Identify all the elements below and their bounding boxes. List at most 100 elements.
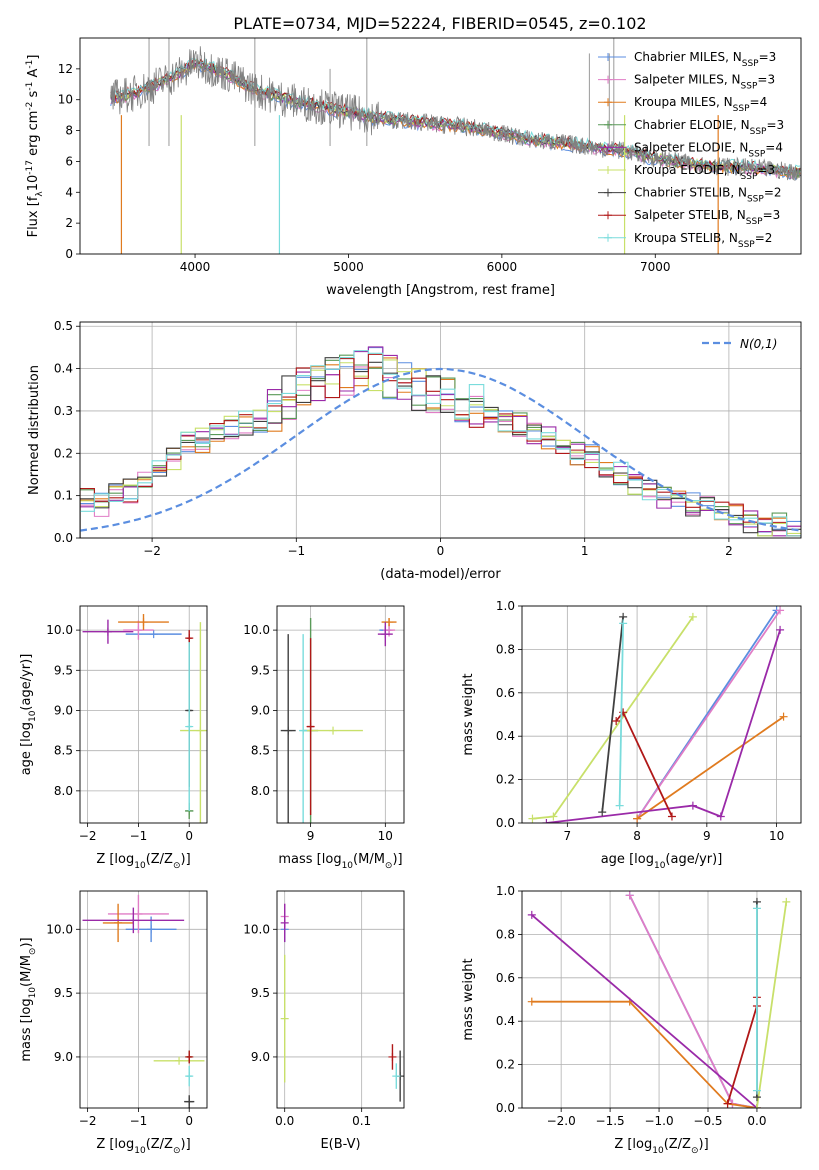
axes-age-massweight: 7 8 9 10 0.0 0.2 0.4 0.6 0.8 1.0 age [log10(age/yr…	[461, 599, 802, 871]
plot-area	[80, 346, 801, 538]
series-line-3	[546, 629, 781, 823]
x-axis-label: Z [log10(Z/Z⊙)]	[96, 852, 190, 871]
series-marker	[625, 891, 634, 900]
series-marker	[688, 612, 697, 621]
legend-marker	[604, 98, 612, 107]
y-tick-label: 0.0	[496, 816, 515, 830]
point-6	[185, 1097, 194, 1106]
x-axis-label: Z [log10(Z/Z⊙)]	[614, 1137, 708, 1156]
series-line-6	[726, 997, 758, 1104]
series-marker	[752, 904, 761, 913]
x-tick-label: 7	[564, 829, 572, 843]
legend-label: Kroupa MILES, NSSP=4	[634, 95, 767, 114]
y-tick-label: 1.0	[496, 884, 515, 898]
point-5	[196, 726, 205, 735]
y-tick-label: 8.0	[251, 784, 270, 798]
series-marker	[527, 910, 536, 919]
legend-marker	[604, 120, 612, 129]
axes-z-mass: −2 −1 0 9.0 9.5 10.0 Z [log10(Z/Z⊙)] mass [log1…	[19, 890, 208, 1156]
point-7	[185, 1052, 194, 1061]
axes-frame	[79, 605, 208, 824]
series-marker	[542, 819, 551, 823]
axes-frame	[79, 890, 208, 1109]
point-5	[388, 1052, 397, 1061]
spectrum-legend: Chabrier MILES, NSSP=3 Salpeter MILES, NS…	[598, 50, 784, 250]
point-4	[103, 627, 112, 636]
y-tick-label: 0.0	[54, 531, 73, 545]
series-line-3	[531, 914, 758, 1108]
series-marker	[716, 812, 725, 821]
point-6	[392, 1072, 401, 1081]
y-tick-label: 10	[58, 93, 73, 107]
x-tick-label: 7000	[640, 260, 671, 274]
x-tick-label: −1.5	[596, 1114, 625, 1128]
y-tick-label: 0.2	[496, 773, 515, 787]
x-axis-label: mass [log10(M/M⊙)]	[278, 852, 402, 871]
y-tick-label: 6	[65, 154, 73, 168]
legend-marker	[604, 233, 612, 242]
y-tick-label: 0.2	[54, 446, 73, 460]
legend-marker	[604, 166, 612, 174]
y-axis-label: Flux [fλ10-17 erg cm-2 s-1 A-1]	[25, 55, 45, 238]
series-marker	[619, 619, 628, 628]
axes-residuals: −2 −1 0 1 2 0.0 0.1 0.2 0.3 0.4 0.5 N(0,1) (data-mod…	[27, 319, 802, 582]
series-marker	[776, 606, 785, 615]
x-axis-label: E(B-V)	[320, 1137, 360, 1152]
x-tick-label: −1	[287, 544, 305, 558]
y-tick-label: 0.4	[496, 729, 515, 743]
point-5	[329, 726, 338, 735]
legend-label: Kroupa STELIB, NSSP=2	[634, 231, 772, 250]
x-tick-label: −2	[143, 544, 161, 558]
x-tick-label: 9	[307, 829, 315, 843]
y-tick-label: 4	[65, 185, 73, 199]
axes-frame	[79, 37, 802, 255]
plot-area	[82, 894, 205, 1108]
x-axis-label: age [log10(age/yr)]	[601, 852, 723, 871]
x-tick-label: 0.0	[275, 1114, 294, 1128]
y-tick-label: 8	[65, 124, 73, 138]
y-axis-label: mass weight	[461, 673, 476, 755]
series-marker	[752, 1086, 761, 1095]
x-tick-label: 2	[725, 544, 733, 558]
y-tick-label: 10.0	[46, 623, 73, 637]
x-tick-label: 6000	[487, 260, 518, 274]
y-tick-label: 0.6	[496, 971, 515, 985]
point-7	[185, 634, 194, 643]
plot-area	[280, 618, 397, 823]
axes-frame	[276, 605, 405, 824]
y-tick-label: 0.0	[496, 1101, 515, 1115]
series-marker	[688, 801, 697, 810]
series-line-2	[531, 1000, 758, 1108]
x-tick-label: 1	[581, 544, 589, 558]
y-tick-label: 0	[65, 247, 73, 261]
point-8	[299, 726, 308, 735]
x-tick-label: 0	[185, 829, 193, 843]
point-2	[385, 618, 394, 627]
x-axis-label: wavelength [Angstrom, rest frame]	[326, 283, 555, 298]
series-marker	[776, 625, 785, 634]
axes-frame	[521, 605, 802, 824]
series-marker	[619, 708, 628, 717]
y-tick-label: 0.2	[496, 1058, 515, 1072]
point-2	[280, 918, 289, 927]
series-marker	[779, 712, 788, 721]
axes-mass-age: 9 10 8.0 8.5 9.0 9.5 10.0 mass [log10(M/M⊙)]	[243, 605, 405, 871]
x-tick-label: −2	[79, 1114, 97, 1128]
point-8	[185, 1072, 194, 1081]
series-line-1	[628, 894, 758, 1108]
legend-label: Chabrier STELIB, NSSP=2	[634, 186, 782, 205]
y-tick-label: 0.4	[54, 362, 73, 376]
axes-ebv-mass: 0.0 0.1 9.0 9.5 10.0 E(B-V)	[243, 890, 405, 1152]
axes-frame	[276, 890, 405, 1109]
y-tick-label: 9.0	[54, 703, 73, 717]
x-tick-label: 0.0	[747, 1114, 766, 1128]
x-tick-label: −2	[79, 829, 97, 843]
legend-marker	[604, 53, 612, 61]
series-marker	[527, 997, 536, 1006]
point-6	[284, 726, 293, 735]
legend-label: Chabrier MILES, NSSP=3	[634, 50, 776, 69]
y-tick-label: 0.8	[496, 642, 515, 656]
y-tick-label: 9.5	[251, 986, 270, 1000]
legend-marker	[604, 211, 612, 220]
